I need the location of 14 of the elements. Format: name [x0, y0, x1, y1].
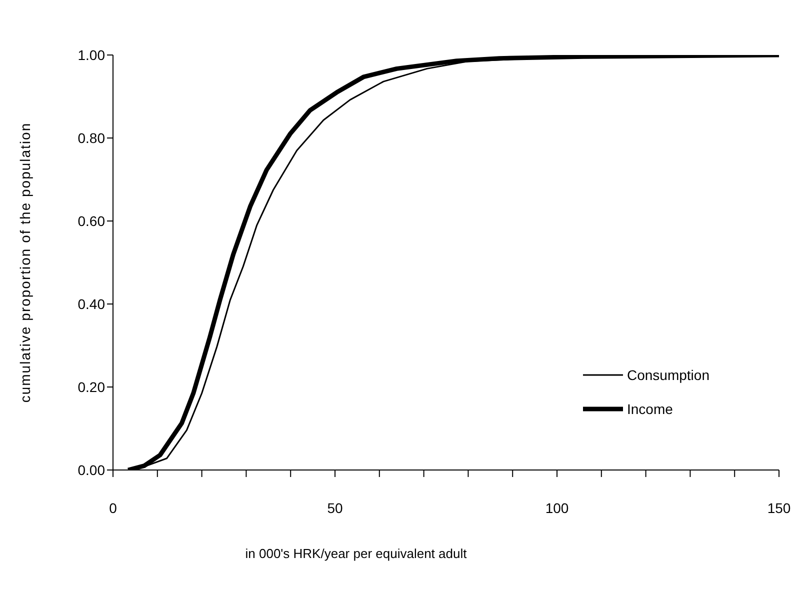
x-axis-title: in 000's HRK/year per equivalent adult — [245, 546, 468, 561]
x-tick-label: 0 — [109, 500, 118, 516]
legend-label: Income — [627, 401, 673, 417]
y-tick-label: 0.40 — [78, 296, 106, 312]
x-tick-label: 50 — [327, 500, 343, 516]
y-tick-label: 0.60 — [78, 212, 106, 229]
y-tick-label: 0.00 — [78, 462, 106, 478]
x-tick-label: 100 — [545, 500, 569, 516]
y-tick-label: 0.20 — [78, 378, 106, 395]
y-axis-title: cumulative proportion of the population — [16, 122, 33, 403]
legend-label: Consumption — [627, 367, 710, 383]
y-tick-label: 0.80 — [78, 130, 106, 146]
y-tick-label: 1.00 — [78, 46, 106, 63]
x-tick-label: 150 — [767, 500, 791, 516]
